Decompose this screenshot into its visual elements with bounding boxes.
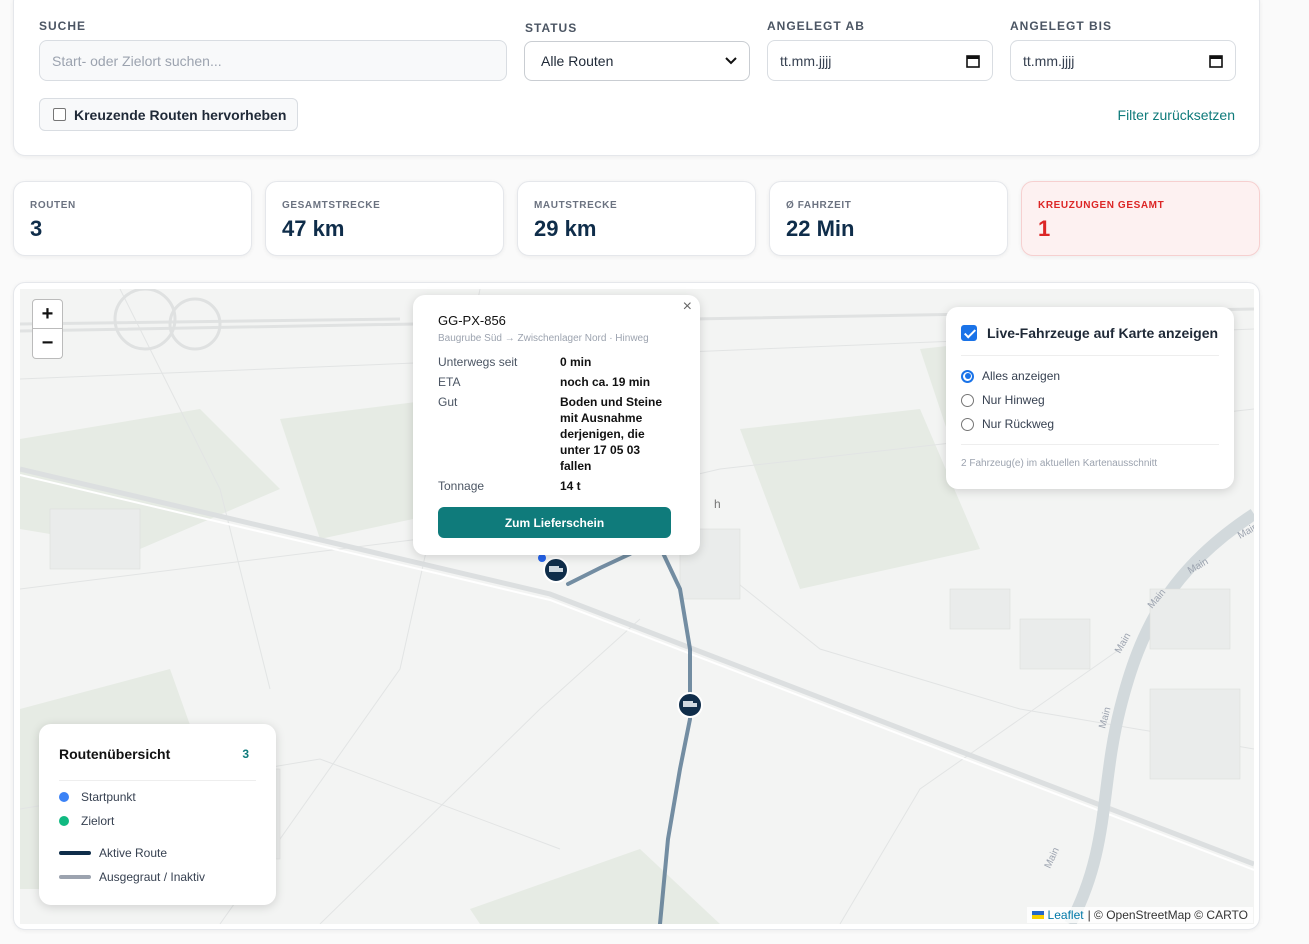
legend-item: Zielort [59,814,114,828]
radio[interactable] [961,369,974,383]
legend: Routenübersicht 3 Startpunkt Zielort Aktiv… [39,724,276,905]
status-select[interactable]: Alle Routen [524,41,750,81]
stat-label: ROUTEN [30,200,76,211]
status-label: STATUS [525,21,578,35]
legend-title: Routenübersicht [59,746,171,762]
radio-label: Alles anzeigen [982,369,1061,383]
flag-icon [1031,911,1044,919]
delivery-note-button[interactable]: Zum Lieferschein [438,507,671,538]
popup-row: ETA noch ca. 19 min [438,374,678,390]
popup-row: Unterwegs seit 0 min [438,354,678,370]
radio-option[interactable]: Alles anzeigen [961,369,1060,383]
legend-count: 3 [242,747,249,761]
checkbox[interactable] [53,108,66,121]
legend-line [59,851,91,855]
map-label: Main [1097,706,1113,730]
search-input[interactable]: Start- oder Zielort suchen... [39,40,507,81]
stat-value: 1 [1038,216,1051,241]
vehicle-marker[interactable] [543,557,569,583]
calendar-icon [966,54,980,68]
radio[interactable] [961,417,974,431]
radio-label: Nur Hinweg [982,393,1045,407]
map-label: h [714,497,721,511]
radio-option[interactable]: Nur Rückweg [961,417,1054,431]
legend-dot [59,816,69,826]
leaflet-link[interactable]: Leaflet [1047,908,1084,922]
radio-option[interactable]: Nur Hinweg [961,393,1045,407]
stat-card: KREUZUNGEN GESAMT 1 [1021,181,1260,256]
legend-label: Aktive Route [99,846,168,860]
placeholder: tt.mm.jjjj [1023,52,1075,69]
toggle-label: Kreuzende Routen hervorheben [74,106,287,123]
map-label: Main [1043,846,1062,870]
popup-close[interactable]: × [682,298,692,315]
zoom-in[interactable]: + [32,299,63,329]
legend-label: Ausgegraut / Inaktiv [99,870,206,884]
stat-card: GESAMTSTRECKE 47 km [265,181,504,256]
row-label: Gut [438,395,458,409]
zoom-out[interactable]: − [32,329,63,359]
select-value: Alle Routen [541,53,614,69]
attribution: Leaflet | © OpenStreetMap © CARTO [1026,907,1253,923]
row-value: noch ca. 19 min [560,375,651,389]
placeholder: tt.mm.jjjj [780,52,832,69]
stat-label: GESAMTSTRECKE [282,200,381,211]
toggle-label: Live-Fahrzeuge auf Karte anzeigen [987,325,1219,341]
stat-value: 47 km [282,216,345,241]
filter-card: SUCHE Start- oder Zielort suchen... STAT… [13,0,1260,156]
legend-label: Startpunkt [81,790,136,804]
checkbox[interactable] [961,325,977,341]
radio-label: Nur Rückweg [982,417,1055,431]
row-value: 14 t [560,479,581,493]
from-input[interactable]: tt.mm.jjjj [767,40,993,81]
stat-value: 22 Min [786,216,855,241]
row-value: 0 min [560,355,592,369]
stat-value: 3 [30,216,43,241]
popup-title: GG-PX-856 [438,313,506,328]
legend-dot [59,792,69,802]
legend-item: Startpunkt [59,790,136,804]
calendar-icon [1209,54,1223,68]
stat-label: KREUZUNGEN GESAMT [1038,200,1165,211]
stat-label: Ø FAHRZEIT [786,200,852,211]
row-value: Boden und Steine mit Ausnahme derjenigen… [560,395,662,473]
popup-subtitle: Baugrube Süd → Zwischenlager Nord · Hinw… [438,333,649,344]
stat-card: MAUTSTRECKE 29 km [517,181,756,256]
vehicle-marker[interactable] [677,692,703,718]
stat-value: 29 km [534,216,597,241]
reset-link[interactable]: Filter zurücksetzen [1117,107,1235,123]
legend-line [59,875,91,879]
popup-rows: Unterwegs seit 0 min ETA noch ca. 19 min Gut… [438,354,678,498]
row-label: ETA [438,375,461,389]
stat-label: MAUTSTRECKE [534,200,618,211]
legend-item: Aktive Route [59,846,167,860]
to-input[interactable]: tt.mm.jjjj [1010,40,1236,81]
row-label: Tonnage [438,479,485,493]
popup: × GG-PX-856 Baugrube Süd → Zwischenlager… [413,295,700,555]
vehicle-count-note: 2 Fahrzeug(e) im aktuellen Kartenausschn… [961,458,1158,469]
popup-row: Tonnage 14 t [438,478,678,494]
crossing-toggle[interactable]: Kreuzende Routen hervorheben [39,98,298,131]
stat-card: Ø FAHRZEIT 22 Min [769,181,1008,256]
placeholder: Start- oder Zielort suchen... [52,52,222,69]
legend-item: Ausgegraut / Inaktiv [59,870,205,884]
row-label: Unterwegs seit [438,355,518,369]
legend-label: Zielort [81,814,115,828]
search-label: SUCHE [39,19,87,33]
chevron [725,57,737,65]
from-label: ANGELEGT AB [767,19,865,33]
to-label: ANGELEGT BIS [1010,19,1113,33]
map-label: Main [1113,631,1133,655]
radio[interactable] [961,393,974,407]
layer-panel: Live-Fahrzeuge auf Karte anzeigen Alles … [946,307,1234,489]
stat-card: ROUTEN 3 [13,181,252,256]
popup-row: Gut Boden und Steine mit Ausnahme derjeni… [438,394,678,474]
attribution-text: | © OpenStreetMap © CARTO [1087,908,1248,922]
